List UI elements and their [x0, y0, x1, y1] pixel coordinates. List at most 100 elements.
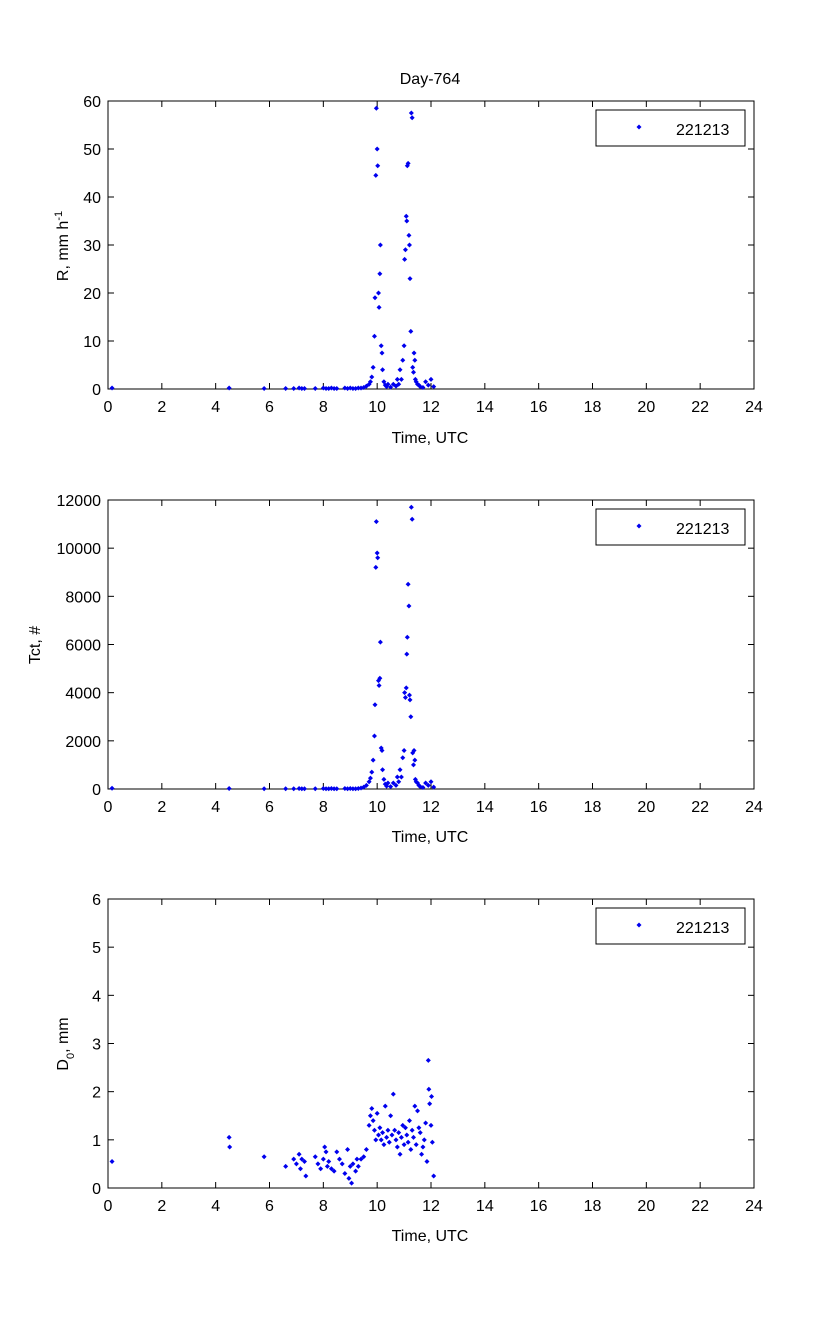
- data-point: [109, 1159, 115, 1165]
- data-point: [374, 146, 380, 152]
- data-point: [299, 386, 305, 392]
- y-tick-label: 60: [83, 94, 101, 111]
- data-point: [426, 1086, 432, 1092]
- data-point: [331, 386, 337, 392]
- data-point: [312, 786, 318, 792]
- data-point: [405, 1139, 411, 1145]
- data-point: [406, 1118, 412, 1124]
- data-point: [109, 385, 115, 391]
- data-point: [403, 213, 409, 219]
- x-tick-label: 4: [211, 799, 220, 816]
- x-tick-label: 14: [476, 399, 494, 416]
- data-point: [291, 786, 297, 792]
- data-point: [382, 1103, 388, 1109]
- data-point: [322, 1144, 328, 1150]
- data-point: [417, 1130, 423, 1136]
- x-tick-label: 12: [422, 399, 440, 416]
- y-tick-label: 50: [83, 142, 101, 159]
- data-point: [409, 115, 415, 121]
- x-tick-label: 8: [319, 399, 328, 416]
- data-point: [431, 1173, 437, 1179]
- data-point: [371, 333, 377, 339]
- data-point: [411, 1134, 417, 1140]
- data-point: [379, 350, 385, 356]
- data-point: [375, 163, 381, 169]
- x-tick-label: 14: [476, 1198, 494, 1215]
- data-point: [299, 1156, 305, 1162]
- data-point: [389, 1132, 395, 1138]
- data-point: [409, 516, 415, 522]
- data-point: [377, 271, 383, 277]
- data-point: [400, 755, 406, 761]
- data-point: [402, 256, 408, 262]
- data-point: [378, 1137, 384, 1143]
- data-point: [402, 1125, 408, 1131]
- data-point: [346, 1175, 352, 1181]
- data-point: [363, 782, 369, 788]
- data-point: [408, 110, 414, 116]
- data-point: [369, 1106, 375, 1112]
- data-point: [402, 690, 408, 696]
- data-point: [283, 786, 289, 792]
- x-tick-label: 4: [211, 399, 220, 416]
- data-point: [377, 639, 383, 645]
- data-point: [429, 1093, 435, 1099]
- data-point: [401, 1142, 407, 1148]
- figure-title: Day-764: [400, 71, 461, 88]
- data-point: [384, 1134, 390, 1140]
- data-point: [412, 1103, 418, 1109]
- data-point: [370, 1118, 376, 1124]
- data-point: [411, 369, 417, 375]
- data-point: [376, 682, 382, 688]
- data-point: [373, 105, 379, 111]
- data-point: [373, 1137, 379, 1143]
- data-point: [406, 692, 412, 698]
- data-point: [401, 343, 407, 349]
- data-point: [380, 767, 386, 773]
- data-point: [376, 304, 382, 310]
- data-point: [371, 1127, 377, 1133]
- data-point: [323, 386, 329, 392]
- data-point: [423, 780, 429, 786]
- data-point: [376, 290, 382, 296]
- data-point: [396, 381, 402, 387]
- x-tick-label: 16: [530, 799, 548, 816]
- data-point: [261, 1154, 267, 1160]
- data-point: [420, 785, 426, 791]
- data-point: [424, 1159, 430, 1165]
- data-point: [396, 779, 402, 785]
- data-point: [411, 350, 417, 356]
- data-point: [326, 1159, 332, 1165]
- data-point: [358, 1156, 364, 1162]
- x-tick-label: 0: [104, 799, 113, 816]
- data-point: [385, 1127, 391, 1133]
- data-point: [410, 364, 416, 370]
- data-point: [374, 550, 380, 556]
- plot-total-count: Tct, # Time, UTC 0 2 4 6 8 10 12 14 16 18 20 22 2402…: [27, 493, 763, 846]
- data-point: [397, 767, 403, 773]
- y-tick-label: 2: [92, 1085, 101, 1102]
- data-point: [425, 1057, 431, 1063]
- y-tick-label: 6: [92, 892, 101, 909]
- legend-box: [595, 109, 746, 147]
- data-point: [370, 364, 376, 370]
- data-point: [388, 1113, 394, 1119]
- data-point: [261, 786, 267, 792]
- y-tick-label: 0: [92, 382, 101, 399]
- data-point: [323, 786, 329, 792]
- data-point: [361, 1154, 367, 1160]
- data-point: [301, 786, 307, 792]
- x-tick-label: 14: [476, 799, 494, 816]
- data-point: [420, 385, 426, 391]
- x-tick-label: 16: [530, 399, 548, 416]
- data-point: [369, 374, 375, 380]
- data-point: [385, 780, 391, 786]
- data-point: [420, 1144, 426, 1150]
- data-point: [408, 504, 414, 510]
- data-point: [394, 774, 400, 780]
- x-tick-label: 24: [745, 799, 763, 816]
- x-tick-label: 10: [368, 399, 386, 416]
- data-point: [226, 1134, 232, 1140]
